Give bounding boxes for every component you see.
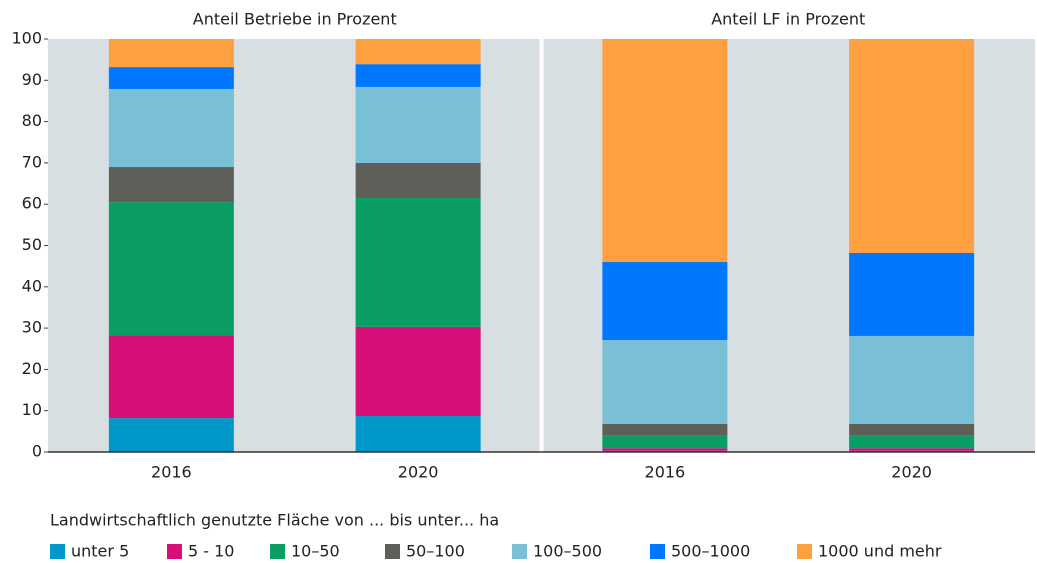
y-tick-label: 20: [22, 359, 42, 378]
bar-segment: [355, 162, 481, 199]
y-tick-label: 40: [22, 276, 42, 295]
legend-label: 1000 und mehr: [818, 542, 942, 561]
bar-segment: [108, 418, 234, 452]
bar-segment: [108, 335, 234, 419]
bar-segment: [602, 262, 728, 341]
y-tick-label: 0: [32, 442, 42, 461]
x-tick-label: 2020: [891, 463, 932, 482]
bar-segment: [602, 423, 728, 436]
legend-swatch: [512, 544, 527, 559]
bar-segment: [849, 335, 975, 424]
legend-swatch: [270, 544, 285, 559]
bar-segment: [849, 252, 975, 336]
bar-segment: [108, 88, 234, 168]
y-tick-label: 60: [22, 194, 42, 213]
bar-segment: [602, 340, 728, 424]
bar-segment: [355, 326, 481, 417]
legend-swatch: [385, 544, 400, 559]
bar-segment: [602, 448, 728, 451]
bar-segment: [108, 202, 234, 336]
x-tick-label: 2020: [398, 463, 439, 482]
bar-segment: [355, 86, 481, 163]
panel-title: Anteil Betriebe in Prozent: [193, 10, 397, 29]
legend-swatch: [50, 544, 65, 559]
y-tick-label: 70: [22, 152, 42, 171]
legend-label: 500–1000: [671, 542, 750, 561]
bar-segment: [849, 435, 975, 449]
bar-segment: [108, 39, 234, 68]
bar-segment: [849, 39, 975, 253]
legend-label: 50–100: [406, 542, 465, 561]
y-tick-label: 100: [11, 29, 42, 48]
bar-segment: [849, 423, 975, 436]
legend-label: 100–500: [533, 542, 602, 561]
x-tick-label: 2016: [645, 463, 686, 482]
bar-segment: [108, 167, 234, 203]
legend-swatch: [650, 544, 665, 559]
legend-label: unter 5: [71, 542, 129, 561]
legend-swatch: [797, 544, 812, 559]
legend-title: Landwirtschaftlich genutzte Fläche von .…: [50, 511, 499, 530]
bar-segment: [355, 39, 481, 65]
y-tick-label: 80: [22, 111, 42, 130]
bar-segment: [602, 435, 728, 449]
y-tick-label: 50: [22, 235, 42, 254]
legend-label: 10–50: [291, 542, 340, 561]
x-tick-label: 2016: [151, 463, 192, 482]
legend-swatch: [167, 544, 182, 559]
bar-segment: [108, 67, 234, 89]
legend-label: 5 - 10: [188, 542, 234, 561]
bar-segment: [602, 39, 728, 263]
y-tick-label: 30: [22, 318, 42, 337]
bar-segment: [355, 416, 481, 452]
panel-title: Anteil LF in Prozent: [711, 10, 865, 29]
bar-segment: [355, 64, 481, 87]
bar-segment: [355, 198, 481, 327]
y-tick-label: 10: [22, 400, 42, 419]
y-tick-label: 90: [22, 70, 42, 89]
bar-segment: [849, 448, 975, 451]
